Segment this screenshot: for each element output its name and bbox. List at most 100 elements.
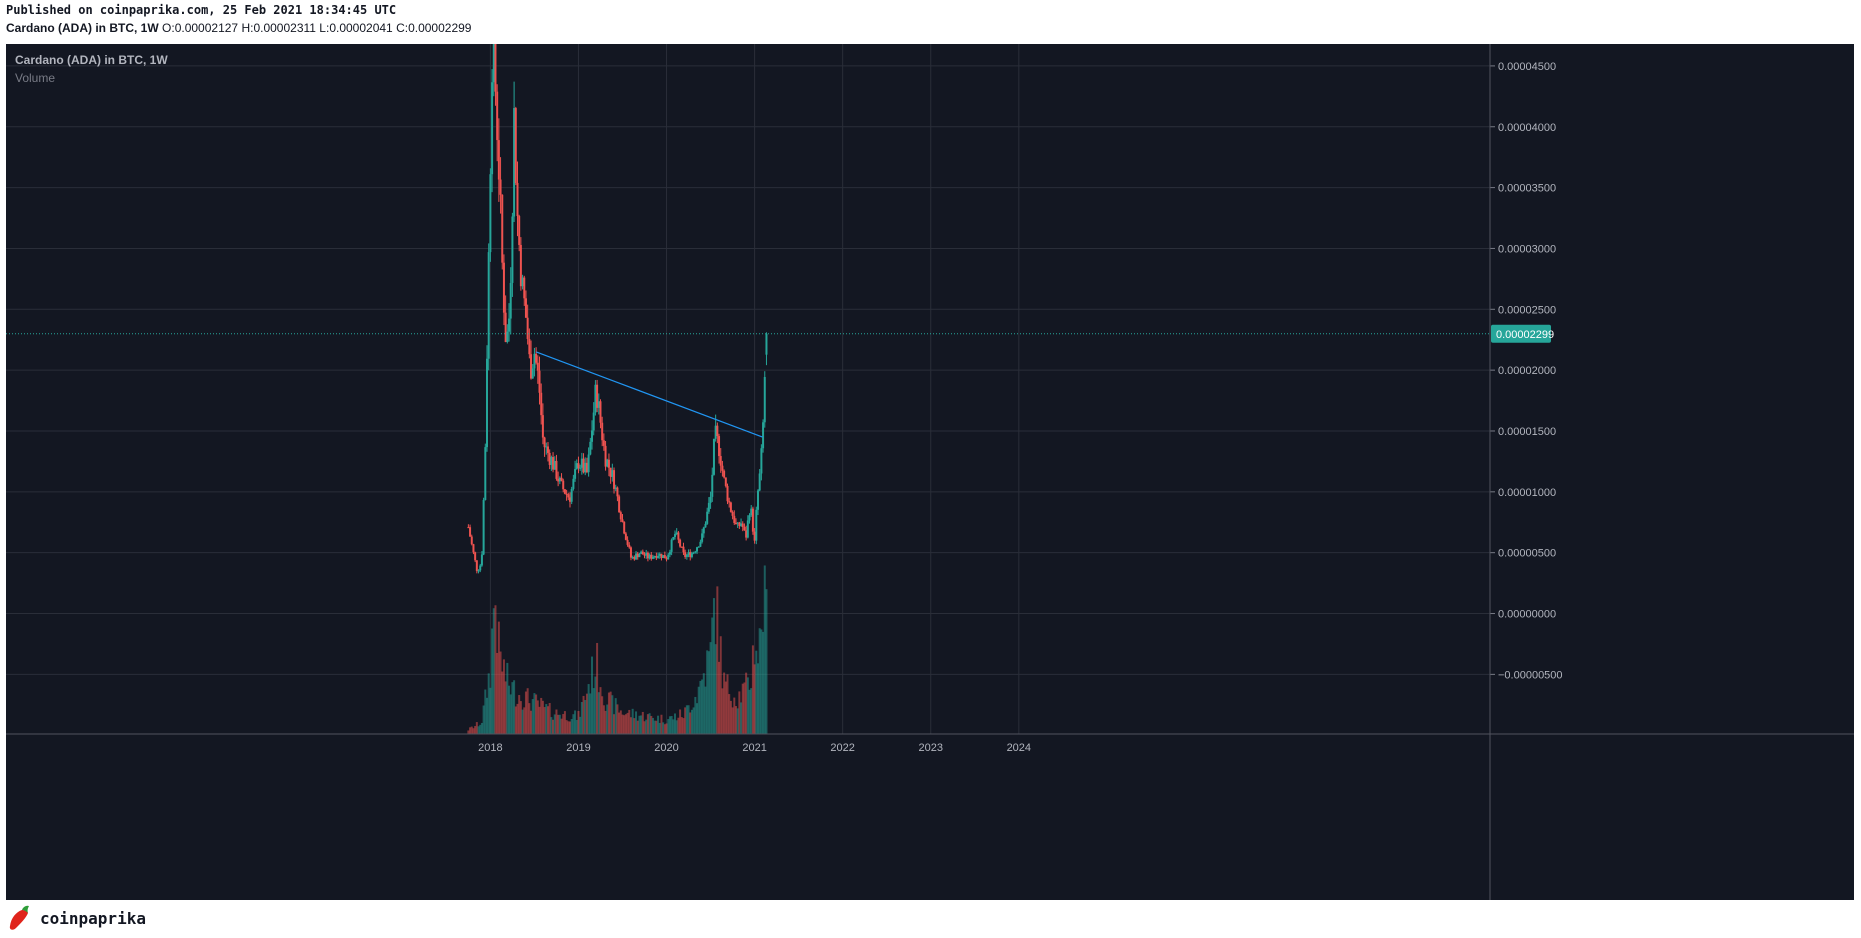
volume-bar	[506, 662, 509, 734]
volume-bar	[729, 700, 732, 734]
volume-bar	[692, 707, 695, 734]
volume-bar	[475, 722, 478, 734]
trendline	[535, 351, 763, 438]
ohlc-high-value: 0.00002311	[253, 21, 316, 35]
volume-bar	[762, 631, 765, 734]
candle-body	[619, 512, 622, 520]
volume-bar	[560, 718, 563, 734]
volume-bar	[513, 680, 516, 734]
volume-bar	[587, 684, 590, 734]
candle-body	[706, 511, 709, 524]
candle-body	[562, 480, 565, 490]
candle-body	[684, 552, 687, 557]
volume-bar	[541, 700, 544, 734]
volume-bar	[726, 674, 729, 734]
volume-bar	[470, 726, 473, 734]
volume-bar	[482, 705, 485, 734]
ohlc-close-key: C:	[396, 21, 409, 35]
candle-body	[613, 470, 616, 489]
price-chart[interactable]: 0.00004500 0.00004000 0.00003500 0.00003000…	[6, 44, 1854, 900]
logo-text: coinpaprika	[40, 908, 146, 928]
candle-body	[694, 551, 697, 553]
ohlc-open-key: O:	[162, 21, 175, 35]
volume-bar	[579, 716, 582, 734]
candle-body	[496, 91, 499, 141]
candle-body	[611, 470, 614, 477]
candle-body	[645, 552, 648, 556]
candle-body	[475, 560, 478, 571]
volume-bar	[524, 691, 527, 734]
last-price-label: 0.00002299	[1496, 329, 1554, 341]
volume-bar	[548, 702, 551, 734]
volume-bar	[570, 719, 573, 734]
volume-bar	[682, 718, 685, 734]
candle-body	[712, 438, 715, 475]
volume-bar	[521, 709, 524, 734]
candle-body	[597, 401, 600, 408]
candle-body	[740, 523, 743, 526]
volume-bar	[631, 708, 634, 734]
candle-body	[623, 521, 626, 534]
volume-bar	[538, 706, 541, 734]
candle-body	[689, 552, 692, 558]
volume-bar	[704, 686, 707, 734]
volume-bar	[499, 651, 502, 734]
candle-body	[743, 527, 746, 531]
candle-body	[472, 544, 475, 553]
volume-bar	[535, 694, 538, 734]
volume-bar	[619, 710, 622, 734]
coinpaprika-logo[interactable]: coinpaprika	[8, 903, 146, 933]
candle-body	[635, 553, 638, 560]
volume-bar	[646, 714, 649, 734]
volume-bar	[616, 704, 619, 734]
candle-body	[518, 216, 521, 245]
x-tick-label: 2023	[919, 742, 943, 754]
candle-body	[570, 488, 573, 502]
volume-bar	[536, 700, 539, 734]
y-tick-label: 0.00000500	[1498, 548, 1556, 560]
volume-bar	[577, 710, 580, 734]
candle-body	[665, 558, 668, 560]
x-tick-label: 2019	[566, 742, 590, 754]
volume-bar	[748, 689, 751, 734]
volume-bar	[689, 712, 692, 734]
axes: 0.00004500 0.00004000 0.00003500 0.00003000…	[6, 44, 1854, 900]
candle-body	[528, 338, 531, 355]
volume-bar	[716, 586, 719, 734]
candle-body	[704, 523, 707, 528]
volume-bar	[743, 682, 746, 734]
volume-bar	[721, 688, 724, 734]
volume-bar	[668, 716, 671, 734]
candle-body	[536, 362, 539, 371]
volume-bar	[562, 714, 565, 734]
volume-bar	[472, 728, 475, 734]
candle-body	[687, 552, 690, 555]
volume-bar	[702, 673, 705, 734]
volume-bar	[753, 664, 756, 734]
volume-bar	[667, 719, 670, 734]
candle-body	[643, 554, 646, 556]
candle-body	[526, 317, 529, 339]
candle-body	[513, 108, 516, 217]
candle-body	[760, 448, 763, 474]
published-line: Published on coinpaprika.com, 25 Feb 202…	[6, 3, 397, 17]
volume-bar	[487, 673, 490, 734]
volume-bar	[751, 645, 754, 734]
volume-bar	[648, 713, 651, 734]
grid-lines	[6, 44, 1490, 734]
candle-body	[567, 494, 570, 498]
volume-bar	[543, 707, 546, 734]
candle-body	[721, 465, 724, 471]
volume-bar	[508, 685, 511, 734]
volume-bar	[645, 719, 648, 734]
volume-bar	[582, 695, 585, 734]
volume-bar	[531, 699, 534, 734]
volume-bar	[563, 711, 566, 734]
candle-body	[629, 547, 632, 558]
chart-panel[interactable]: 0.00004500 0.00004000 0.00003500 0.00003000…	[6, 44, 1854, 900]
volume-bar	[480, 722, 483, 734]
candle-body	[563, 489, 566, 494]
y-tick-label: 0.00004500	[1498, 61, 1556, 73]
volume-bar	[763, 565, 766, 734]
candle-body	[765, 333, 768, 355]
